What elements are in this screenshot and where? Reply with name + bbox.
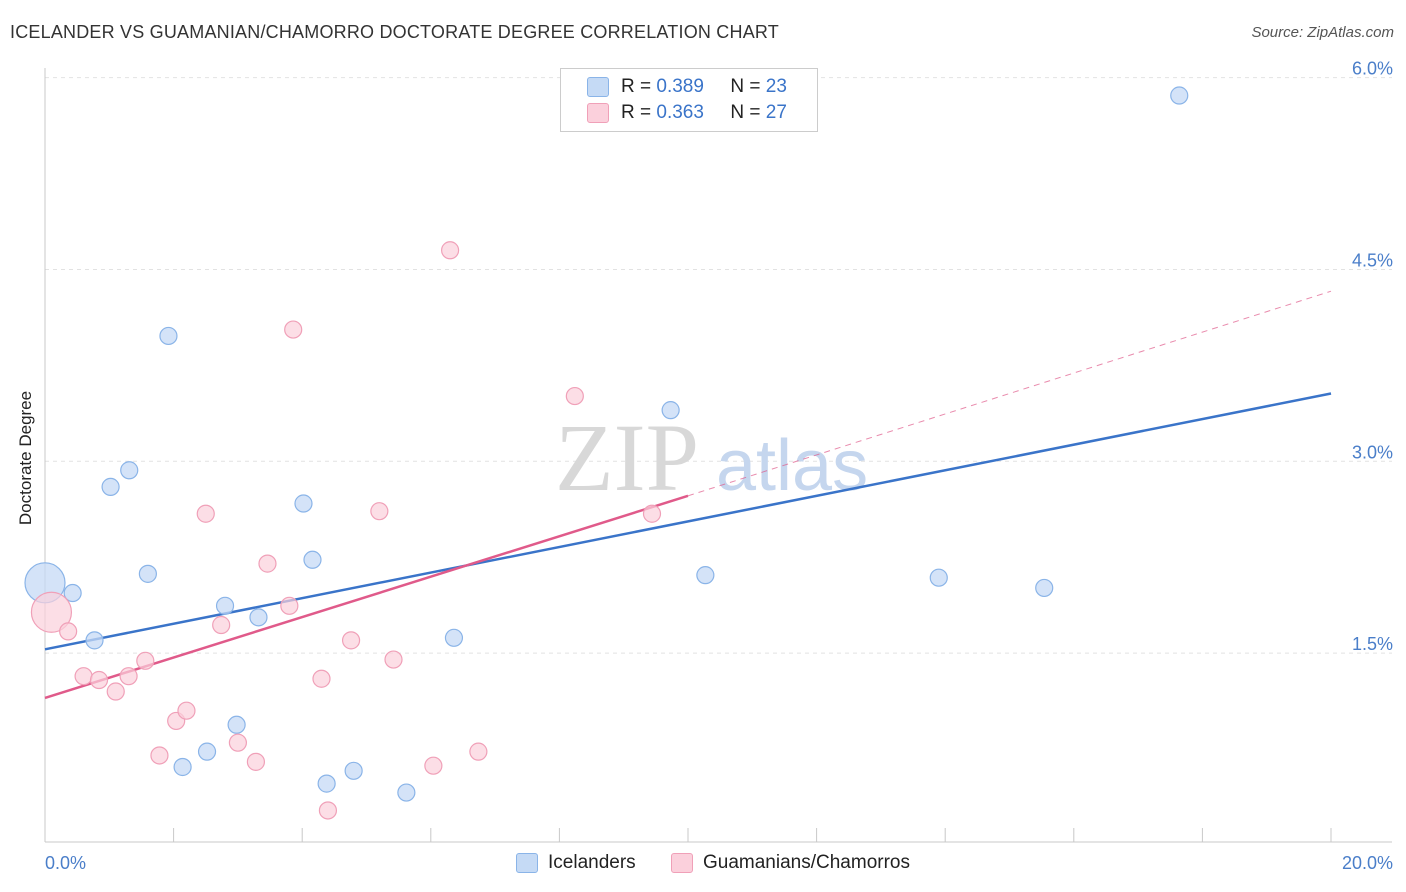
watermark-zip: ZIP [555,404,699,511]
legend-r-value: 0.363 [656,102,704,123]
guamanian-point [284,320,303,339]
guamanian-trend-extension [687,290,1332,497]
icelander-point [1035,578,1054,598]
watermark-atlas: atlas [716,426,868,506]
icelander-point [85,631,104,650]
guamanian-point [30,591,73,633]
guamanian-point [312,669,331,688]
icelander-point [120,461,139,480]
icelander-point [1170,86,1189,105]
legend-row-guamanians: R = 0.363 N = 27 [587,101,787,125]
guamanian-point [59,622,78,641]
guamanian-point [212,615,231,635]
legend-row-icelanders: R = 0.389 N = 23 [587,75,787,99]
guamanian-point [150,746,169,765]
legend-n-value: 27 [765,102,787,123]
source-label: Source: ZipAtlas.com [1251,24,1394,41]
icelander-point [397,783,416,802]
icelander-point [197,742,217,761]
legend-n-label: N = [730,76,761,97]
icelander-point [101,477,120,496]
icelander-point [317,774,336,793]
guamanian-point [384,650,403,669]
icelander-point [227,715,246,734]
series-legend-icelanders: Icelanders [516,852,636,874]
guamanian-point [136,651,155,670]
icelander-point [294,494,313,513]
correlation-legend: R = 0.389 N = 23 R = 0.363 N = 27 [560,68,818,132]
icelander-trend-line [44,392,1332,651]
guamanian-point [469,742,488,761]
guamanian-point [246,752,266,771]
legend-r-value: 0.389 [656,76,704,97]
y-tick-label: 4.5% [1352,250,1393,270]
series-swatch-icelanders [516,853,538,873]
legend-swatch-icelanders [587,77,609,97]
series-swatch-guamanians [671,853,693,873]
y-tick-label: 6.0% [1352,59,1393,79]
guamanian-point [318,801,338,820]
axes [44,68,1392,843]
icelander-point [929,568,948,587]
icelander-point [303,550,322,569]
guamanian-point [258,554,277,573]
guamanian-point [370,502,389,521]
guamanian-point [424,756,443,775]
series-name: Guamanians/Chamorros [703,852,910,873]
icelander-point [249,608,268,627]
icelander-point [138,564,157,583]
legend-r-label: R = [621,76,652,97]
icelander-point [444,628,464,647]
guamanian-point [196,504,215,523]
guamanian-point [177,701,196,720]
icelander-point [215,596,235,615]
legend-n-label: N = [730,102,761,123]
data-points [24,86,1189,820]
guamanian-point [565,386,584,406]
x-tick-label: 0.0% [45,853,86,873]
guamanian-point [119,667,138,686]
legend-n-value: 23 [765,76,787,97]
y-tick-label: 3.0% [1352,442,1393,462]
x-tick-label: 20.0% [1342,853,1393,873]
icelander-point [159,326,178,346]
guamanian-point [74,667,93,686]
y-tick-label: 1.5% [1352,634,1393,654]
guamanian-point [228,733,247,752]
icelander-point [661,401,680,420]
icelander-point [63,583,82,603]
guamanian-point [642,504,662,523]
legend-swatch-guamanians [587,103,609,123]
tick-labels: 1.5% 3.0% 4.5% 6.0% 0.0% 20.0% [45,59,1393,873]
series-name: Icelanders [548,852,636,873]
gridlines [45,77,1392,654]
series-legend-guamanians: Guamanians/Chamorros [671,852,910,874]
chart-title: ICELANDER VS GUAMANIAN/CHAMORRO DOCTORAT… [10,22,779,42]
guamanian-point [89,670,109,690]
icelander-point [696,566,715,585]
icelander-point [173,757,192,777]
icelander-point [344,761,363,780]
guamanian-point [341,631,361,650]
guamanian-point [280,596,299,615]
guamanian-point [106,682,125,701]
legend-r-label: R = [621,102,652,123]
guamanian-point [440,241,460,260]
